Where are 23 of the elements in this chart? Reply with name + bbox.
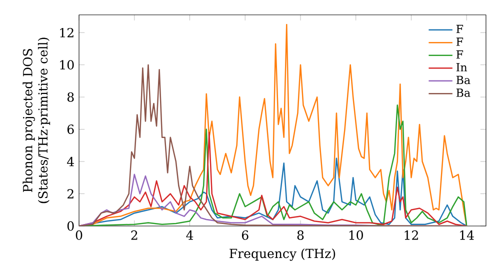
y-tick-label: 2 <box>67 189 74 198</box>
y-tick-label: 6 <box>67 124 74 134</box>
legend-label: F <box>456 24 464 34</box>
x-tick-label: 14 <box>460 230 474 240</box>
x-tick-label: 4 <box>186 230 194 240</box>
legend-label: In <box>456 63 468 72</box>
x-tick-label: 6 <box>242 230 248 240</box>
x-tick-label: 10 <box>349 230 363 240</box>
y-tick-label: 8 <box>67 92 74 102</box>
x-tick-label: 0 <box>76 230 82 240</box>
x-tick-label: 12 <box>404 230 418 240</box>
y-tick-label: 10 <box>60 60 74 70</box>
legend-label: Ba <box>456 88 470 97</box>
y-tick-label: 4 <box>67 156 74 166</box>
y-axis-title: Phonon projected DOS (States/THz·primitive cell) <box>22 38 50 204</box>
x-tick-label: 2 <box>131 230 138 240</box>
x-tick-label: 8 <box>297 230 304 240</box>
legend-label: Ba <box>456 76 470 84</box>
y-tick-label: 0 <box>67 221 74 231</box>
legend-label: F <box>456 50 464 59</box>
y-tick-label: 12 <box>60 28 74 38</box>
legend-label: F <box>456 38 464 46</box>
x-axis-title: Frequency (THz) <box>230 248 336 261</box>
